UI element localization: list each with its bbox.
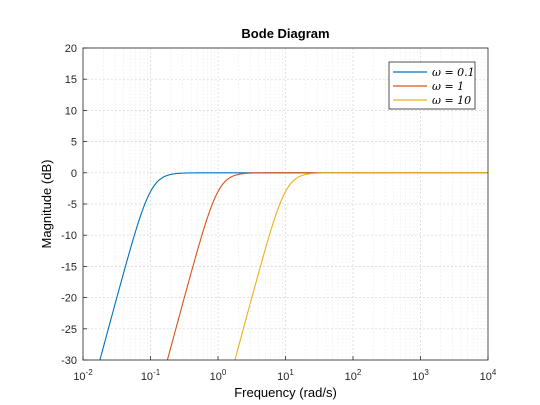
y-tick-label: -20 (61, 293, 77, 305)
x-tick-label: 104 (480, 368, 497, 383)
x-tick-label: 102 (345, 368, 362, 383)
series-group (99, 172, 488, 361)
legend-label: ω = 1 (432, 80, 464, 93)
x-tick-label: 100 (210, 368, 227, 383)
y-tick-labels: -30 -25 -20 -15 -10 -5 0 5 10 15 20 (61, 43, 77, 367)
y-tick-label: -30 (61, 355, 77, 367)
x-tick-label: 10-1 (141, 368, 161, 383)
x-axis-title: Frequency (rad/s) (234, 385, 337, 400)
y-tick-label: 15 (65, 74, 77, 86)
y-tick-label: -5 (67, 199, 77, 211)
y-tick-label: 0 (71, 168, 77, 180)
x-tick-labels: 10-2 10-1 100 101 102 103 104 (73, 368, 497, 383)
y-tick-label: -10 (61, 230, 77, 242)
x-tick-label: 10-2 (73, 368, 93, 383)
ticks (82, 47, 489, 361)
y-tick-label: -25 (61, 324, 77, 336)
series-line-3 (234, 172, 488, 361)
y-tick-label: 10 (65, 105, 77, 117)
y-tick-label: 5 (71, 137, 77, 149)
y-tick-label: 20 (65, 43, 77, 55)
x-tick-label: 101 (277, 368, 294, 383)
legend-label: ω = 10 (432, 94, 471, 107)
legend-label: ω = 0.1 (432, 66, 475, 79)
y-tick-label: -15 (61, 261, 77, 273)
x-tick-label: 103 (412, 368, 429, 383)
chart-title: Bode Diagram (241, 26, 329, 41)
y-axis-title: Magnitude (dB) (39, 160, 54, 249)
legend: ω = 0.1ω = 1ω = 10 (388, 61, 476, 110)
